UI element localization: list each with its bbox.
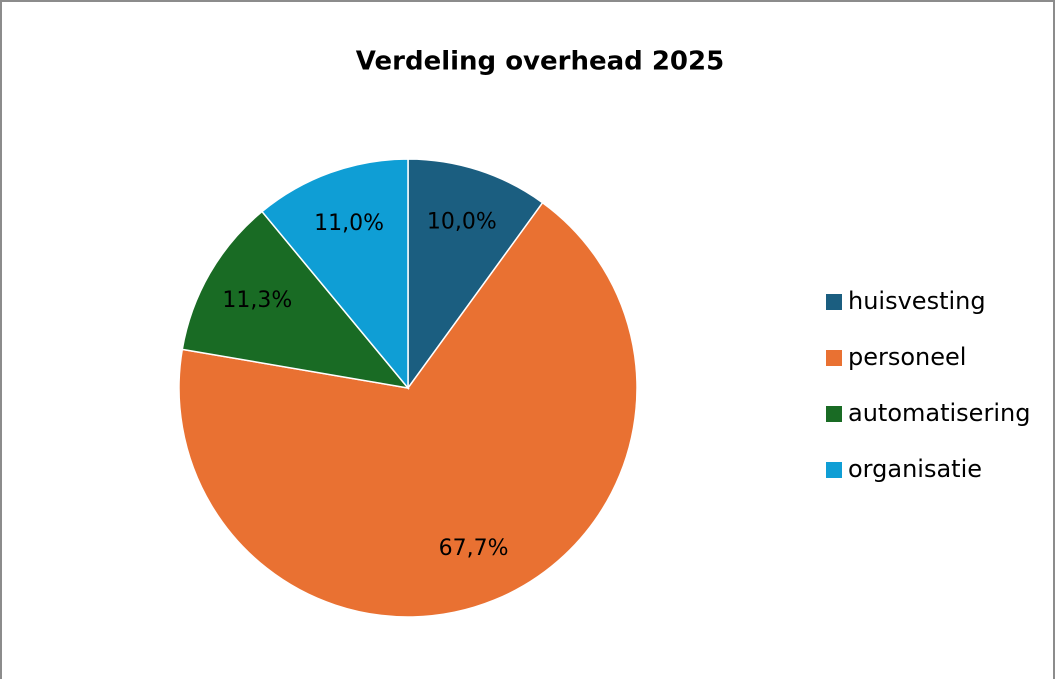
data-label: 11,0% — [314, 211, 384, 236]
legend-swatch — [826, 350, 842, 366]
legend-swatch — [826, 406, 842, 422]
legend-label: automatisering — [848, 399, 1030, 427]
pie-slice — [407, 158, 544, 391]
legend-swatch — [826, 462, 842, 478]
data-label: 67,7% — [439, 536, 509, 561]
pie-slice — [178, 201, 638, 618]
legend-label: personeel — [848, 343, 966, 371]
legend-label: organisatie — [848, 455, 982, 483]
pie-slice — [260, 158, 409, 391]
chart-title: Verdeling overhead 2025 — [356, 47, 724, 77]
data-label: 10,0% — [427, 209, 497, 234]
legend-label: huisvesting — [848, 287, 986, 315]
legend-swatch — [826, 294, 842, 310]
pie-slice — [181, 210, 410, 390]
data-label: 11,3% — [222, 288, 292, 313]
